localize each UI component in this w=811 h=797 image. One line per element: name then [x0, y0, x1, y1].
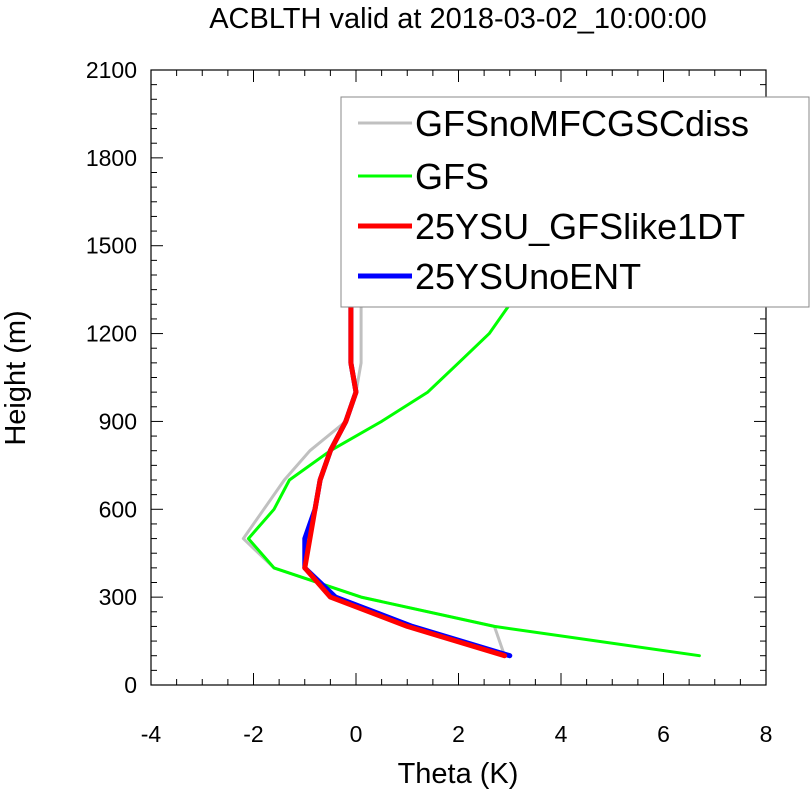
y-tick-label: 900: [99, 408, 137, 434]
y-tick-label: 1200: [86, 321, 137, 347]
x-tick-label: 8: [760, 721, 773, 747]
y-tick-label: 0: [124, 672, 137, 698]
y-axis-label: Height (m): [0, 310, 32, 445]
x-tick-label: 0: [350, 721, 363, 747]
legend-box: [340, 96, 810, 308]
x-tick-label: -2: [243, 721, 263, 747]
y-tick-label: 600: [99, 496, 137, 522]
y-tick-label: 1800: [86, 145, 137, 171]
legend: GFSnoMFCGSCdiss GFS 25YSU_GFSlike1DT 25YSUn…: [340, 96, 810, 308]
x-tick-label: -4: [141, 721, 162, 747]
x-tick-label: 2: [452, 721, 465, 747]
legend-label-4: 25YSUnoENT: [415, 256, 641, 297]
x-tick-label: 6: [657, 721, 670, 747]
chart-title: ACBLTH valid at 2018-03-02_10:00:00: [209, 3, 707, 35]
y-tick-label: 300: [99, 584, 137, 610]
legend-label-1: GFSnoMFCGSCdiss: [415, 103, 749, 144]
legend-label-3: 25YSU_GFSlike1DT: [415, 206, 745, 247]
y-tick-label: 2100: [86, 57, 137, 83]
y-tick-label: 1500: [86, 233, 137, 259]
x-axis-label: Theta (K): [398, 758, 519, 790]
axis-ticks: -4 -2 0 2 4 6 8 0 300 600 900 1200 1500 1800 2100: [86, 57, 773, 747]
legend-label-2: GFS: [415, 156, 489, 197]
x-tick-label: 4: [555, 721, 568, 747]
